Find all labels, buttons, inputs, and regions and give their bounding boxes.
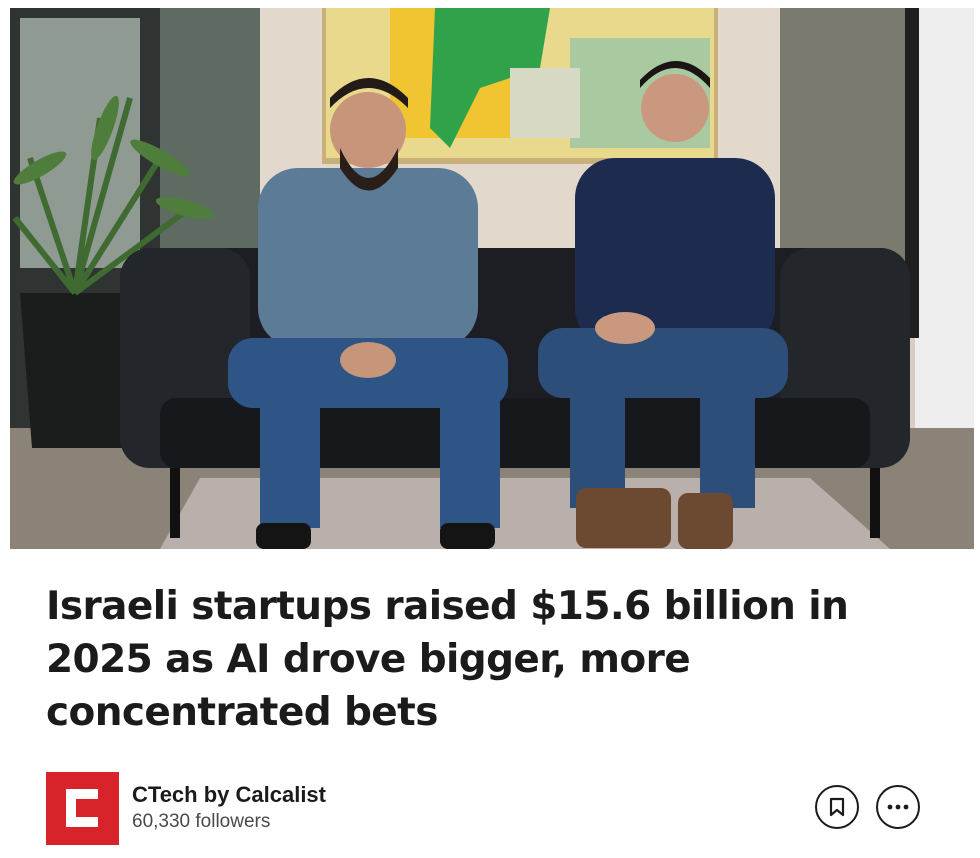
follower-count: 60,330 followers — [132, 811, 271, 832]
bookmark-icon — [829, 797, 845, 817]
more-horizontal-icon — [887, 804, 909, 810]
ctech-logo-icon[interactable] — [46, 771, 119, 845]
more-options-button[interactable] — [876, 785, 920, 829]
hero-image[interactable] — [10, 8, 974, 549]
article-headline[interactable]: Israeli startups raised $15.6 billion in… — [46, 584, 849, 735]
ctech-logo-glyph — [65, 789, 98, 827]
publisher-name[interactable]: CTech by Calcalist — [132, 782, 326, 807]
hero-photo-illustration — [10, 8, 974, 549]
publisher-text: CTech by Calcalist 60,330 followers — [132, 781, 326, 835]
publisher-info[interactable]: CTech by Calcalist 60,330 followers — [46, 771, 466, 845]
save-button[interactable] — [815, 785, 859, 829]
